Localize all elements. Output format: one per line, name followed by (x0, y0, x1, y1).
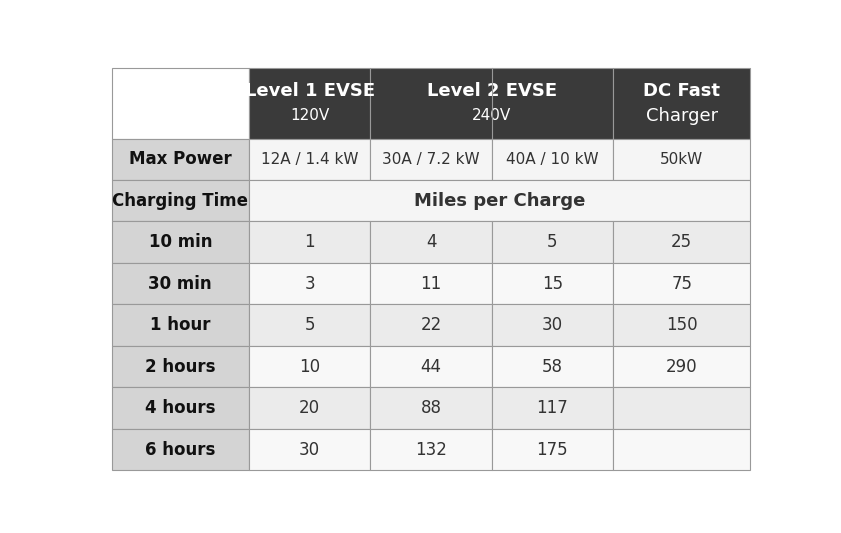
Text: 1: 1 (304, 233, 315, 251)
Text: 240V: 240V (472, 109, 511, 124)
Text: 150: 150 (666, 316, 697, 334)
Text: 117: 117 (537, 399, 569, 417)
Bar (613, 346, 750, 387)
Text: 30: 30 (299, 441, 320, 458)
Bar (492, 263, 613, 304)
Bar (613, 387, 750, 429)
Text: 50kW: 50kW (660, 152, 703, 167)
Text: 75: 75 (671, 274, 692, 293)
Bar (249, 346, 370, 387)
Bar (492, 221, 613, 263)
Text: 290: 290 (666, 358, 697, 376)
Bar (613, 221, 750, 263)
Bar (249, 180, 750, 221)
Bar (249, 429, 370, 470)
Text: 120V: 120V (290, 109, 330, 124)
Bar (112, 263, 249, 304)
Bar (613, 139, 750, 180)
Bar (249, 139, 370, 180)
Bar (370, 263, 492, 304)
Bar (112, 68, 249, 139)
Bar (370, 139, 492, 180)
Text: 30 min: 30 min (149, 274, 212, 293)
Bar (492, 387, 613, 429)
Text: 88: 88 (420, 399, 442, 417)
Text: 25: 25 (671, 233, 692, 251)
Bar (112, 180, 249, 221)
Text: 2 hours: 2 hours (145, 358, 215, 376)
Bar (370, 387, 492, 429)
Bar (249, 387, 370, 429)
Text: 5: 5 (304, 316, 315, 334)
Bar (492, 304, 613, 346)
Text: 10: 10 (299, 358, 320, 376)
Text: Max Power: Max Power (129, 150, 231, 168)
Bar (492, 429, 613, 470)
Text: 5: 5 (547, 233, 558, 251)
Text: Level 2 EVSE: Level 2 EVSE (426, 82, 557, 100)
Bar (613, 263, 750, 304)
Text: 1 hour: 1 hour (150, 316, 210, 334)
Bar (370, 221, 492, 263)
Bar (370, 429, 492, 470)
Text: 3: 3 (304, 274, 315, 293)
Text: 10 min: 10 min (149, 233, 212, 251)
Text: 132: 132 (415, 441, 447, 458)
Bar (613, 429, 750, 470)
Bar (492, 139, 613, 180)
Bar (112, 346, 249, 387)
Bar (370, 304, 492, 346)
Text: 4: 4 (426, 233, 436, 251)
Bar (249, 221, 370, 263)
Text: Charging Time: Charging Time (113, 192, 248, 209)
Bar (613, 304, 750, 346)
Text: 58: 58 (542, 358, 563, 376)
Text: 6 hours: 6 hours (145, 441, 215, 458)
Text: Level 1 EVSE: Level 1 EVSE (245, 82, 375, 100)
Text: 44: 44 (420, 358, 442, 376)
Bar (613, 68, 750, 139)
Bar (112, 429, 249, 470)
Text: 22: 22 (420, 316, 442, 334)
Bar (112, 221, 249, 263)
Text: 40A / 10 kW: 40A / 10 kW (506, 152, 599, 167)
Text: 30: 30 (542, 316, 563, 334)
Bar (112, 304, 249, 346)
Bar (112, 387, 249, 429)
Text: Miles per Charge: Miles per Charge (414, 192, 585, 209)
Text: DC Fast: DC Fast (643, 82, 720, 100)
Bar (249, 304, 370, 346)
Text: 30A / 7.2 kW: 30A / 7.2 kW (382, 152, 480, 167)
Bar (370, 68, 613, 139)
Bar (249, 263, 370, 304)
Text: 11: 11 (420, 274, 442, 293)
Bar (249, 68, 370, 139)
Text: Charger: Charger (646, 107, 717, 125)
Bar (370, 346, 492, 387)
Text: 175: 175 (537, 441, 569, 458)
Text: 12A / 1.4 kW: 12A / 1.4 kW (261, 152, 358, 167)
Text: 4 hours: 4 hours (145, 399, 215, 417)
Text: 20: 20 (299, 399, 320, 417)
Bar (112, 139, 249, 180)
Bar (492, 346, 613, 387)
Text: 15: 15 (542, 274, 563, 293)
